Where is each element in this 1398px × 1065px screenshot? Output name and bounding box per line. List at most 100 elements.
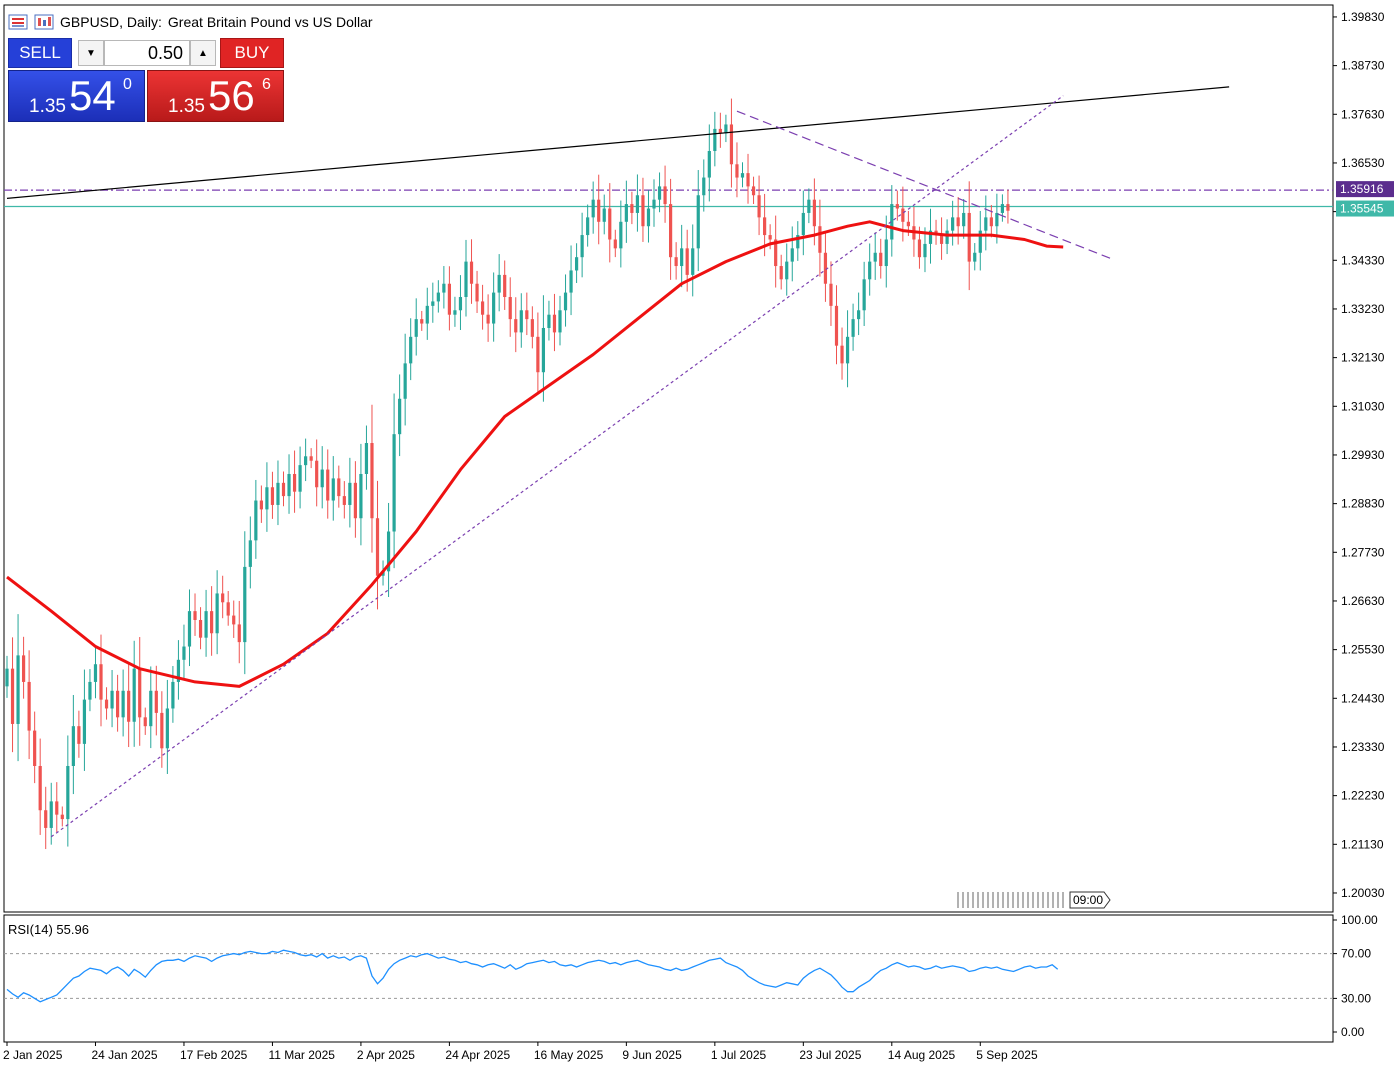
bearish-candle [768, 235, 772, 240]
time-axis-label: 11 Mar 2025 [268, 1048, 335, 1062]
bearish-candle [663, 186, 667, 205]
bullish-candle [254, 500, 258, 541]
bearish-candle [989, 217, 993, 227]
bearish-candle [10, 668, 15, 724]
bearish-candle [525, 310, 529, 320]
time-axis-label: 9 Jun 2025 [622, 1048, 682, 1062]
price-tick-label: 1.26630 [1341, 594, 1385, 608]
bullish-candle [547, 314, 551, 328]
bullish-candle [176, 659, 181, 682]
ask-price-super: 6 [262, 76, 271, 93]
price-tick-label: 1.36530 [1341, 156, 1385, 170]
rsi-tick-label: 100.00 [1341, 913, 1378, 927]
triangle-up-icon: ▲ [198, 47, 208, 59]
bullish-candle [807, 199, 811, 213]
bearish-candle [99, 664, 103, 700]
bearish-candle [956, 217, 960, 227]
bearish-candle [480, 301, 485, 315]
bearish-candle [259, 500, 263, 510]
time-axis-label: 14 Aug 2025 [888, 1048, 956, 1062]
bearish-candle [337, 478, 341, 497]
bearish-candle [530, 319, 534, 337]
ask-price-box[interactable]: 1.35 56 6 [147, 70, 284, 122]
bullish-candle [563, 292, 568, 311]
bearish-candle [834, 305, 839, 346]
volume-input[interactable]: 0.50 [104, 40, 190, 66]
time-marker-badge [1069, 891, 1111, 909]
time-axis-label: 1 Jul 2025 [711, 1048, 767, 1062]
bearish-candle [326, 469, 330, 501]
buy-button[interactable]: BUY [220, 38, 284, 68]
bearish-candle [735, 164, 739, 178]
bearish-candle [154, 690, 158, 713]
bearish-candle [270, 487, 275, 505]
bullish-candle [171, 681, 175, 709]
bearish-candle [630, 204, 634, 213]
price-tag-box [1336, 200, 1394, 217]
bullish-candle [978, 230, 982, 253]
bearish-candle [823, 252, 828, 284]
bullish-candle [276, 482, 280, 505]
bearish-candle [685, 248, 689, 275]
bullish-candle [696, 195, 700, 249]
bearish-candle [21, 655, 26, 682]
bullish-candle [16, 655, 20, 724]
bullish-candle [973, 252, 977, 262]
bearish-candle [840, 345, 844, 364]
bullish-candle [707, 151, 711, 178]
channel-trendline [6, 86, 1230, 199]
bullish-candle [691, 248, 695, 275]
rsi-line [6, 949, 1059, 1003]
bullish-candle [624, 204, 628, 222]
bullish-candle [49, 801, 53, 828]
bearish-candle [353, 482, 357, 519]
bid-price-prefix: 1.35 [29, 96, 66, 117]
time-axis-label: 23 Jul 2025 [799, 1048, 861, 1062]
bearish-candle [160, 712, 164, 749]
bearish-candle [774, 239, 778, 267]
bullish-candle [591, 199, 595, 218]
bearish-candle [829, 283, 833, 306]
price-tick-label: 1.38730 [1341, 59, 1385, 73]
bearish-candle [237, 624, 241, 643]
time-marker-label: 09:00 [1073, 893, 1103, 907]
bullish-candle [298, 465, 302, 492]
bullish-candle [82, 699, 87, 744]
price-tick-label: 1.33230 [1341, 302, 1385, 316]
bullish-candle [453, 310, 457, 315]
bearish-candle [508, 297, 512, 320]
bullish-candle [857, 310, 861, 320]
bullish-candle [364, 443, 369, 474]
price-tick-label: 1.21130 [1341, 837, 1384, 851]
menu-icon[interactable] [8, 14, 28, 30]
bearish-candle [514, 319, 518, 333]
bullish-candle [497, 274, 501, 293]
bearish-candle [292, 473, 297, 492]
chart-type-icon[interactable] [34, 14, 54, 30]
sell-button[interactable]: SELL [8, 38, 72, 68]
bearish-candle [879, 252, 883, 267]
volume-increase-button[interactable]: ▲ [190, 40, 216, 66]
bearish-candle [475, 283, 479, 302]
bullish-candle [796, 235, 800, 249]
rsi-panel-frame [3, 914, 1334, 1043]
price-tick-label: 1.37630 [1341, 107, 1385, 121]
bearish-candle [143, 717, 147, 727]
bid-price-box[interactable]: 1.35 54 0 [8, 70, 145, 122]
bullish-candle [619, 221, 623, 249]
bullish-candle [652, 199, 656, 209]
bullish-candle [442, 283, 446, 293]
bullish-candle [320, 469, 324, 488]
bullish-candle [182, 646, 186, 660]
time-axis-label: 5 Sep 2025 [976, 1048, 1038, 1062]
bullish-candle [265, 487, 269, 510]
bullish-candle [945, 230, 949, 244]
bearish-candle [901, 208, 905, 222]
time-axis-label: 2 Apr 2025 [357, 1048, 415, 1062]
bullish-candle [132, 668, 136, 722]
volume-decrease-button[interactable]: ▼ [78, 40, 104, 66]
ask-price-prefix: 1.35 [168, 96, 205, 117]
bullish-candle [66, 765, 70, 820]
bearish-candle [44, 810, 48, 828]
